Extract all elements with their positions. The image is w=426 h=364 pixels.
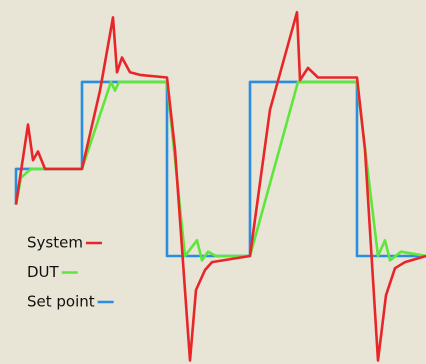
legend-label: Set point — [27, 293, 95, 311]
series-line — [14, 10, 426, 362]
legend-label: DUT — [27, 263, 60, 281]
series-line — [14, 80, 426, 262]
legend-label: System — [27, 234, 83, 252]
